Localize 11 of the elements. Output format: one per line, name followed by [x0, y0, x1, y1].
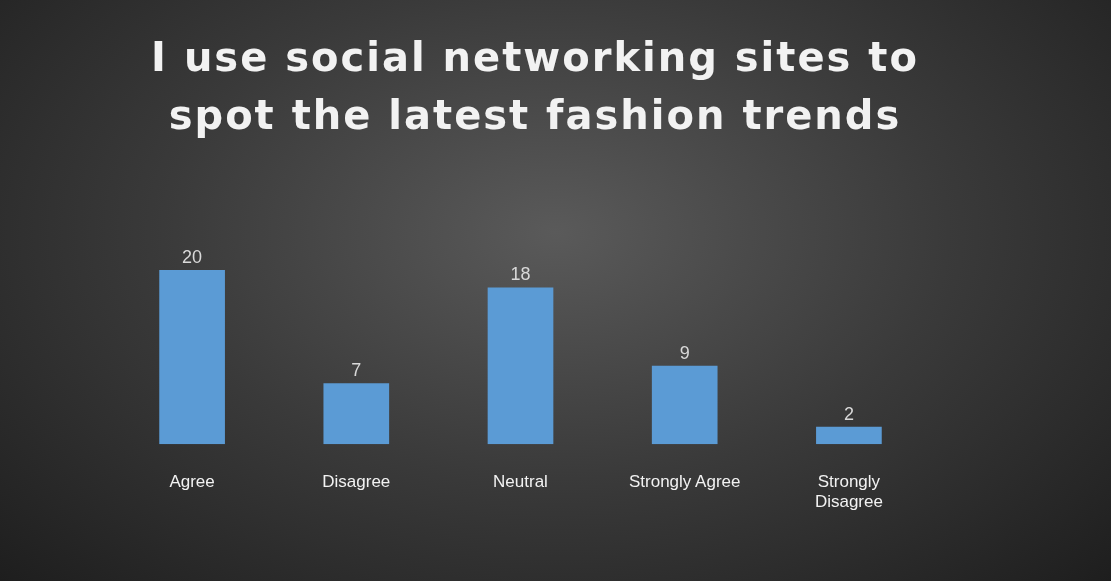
- x-tick-label: Agree: [169, 472, 215, 492]
- x-tick-label: Strongly Disagree: [814, 472, 883, 512]
- x-tick-label: Neutral: [493, 472, 548, 492]
- x-tick-label: Strongly Agree: [628, 472, 741, 492]
- data-label: 9: [679, 342, 690, 363]
- data-label: 7: [351, 360, 362, 381]
- chart-title: I use social networking sites to spot the latest fashion trends: [150, 33, 920, 140]
- data-label: 18: [510, 264, 531, 285]
- x-tick-label: Disagree: [322, 472, 391, 492]
- data-label: 20: [182, 246, 203, 267]
- data-label: 2: [843, 403, 854, 424]
